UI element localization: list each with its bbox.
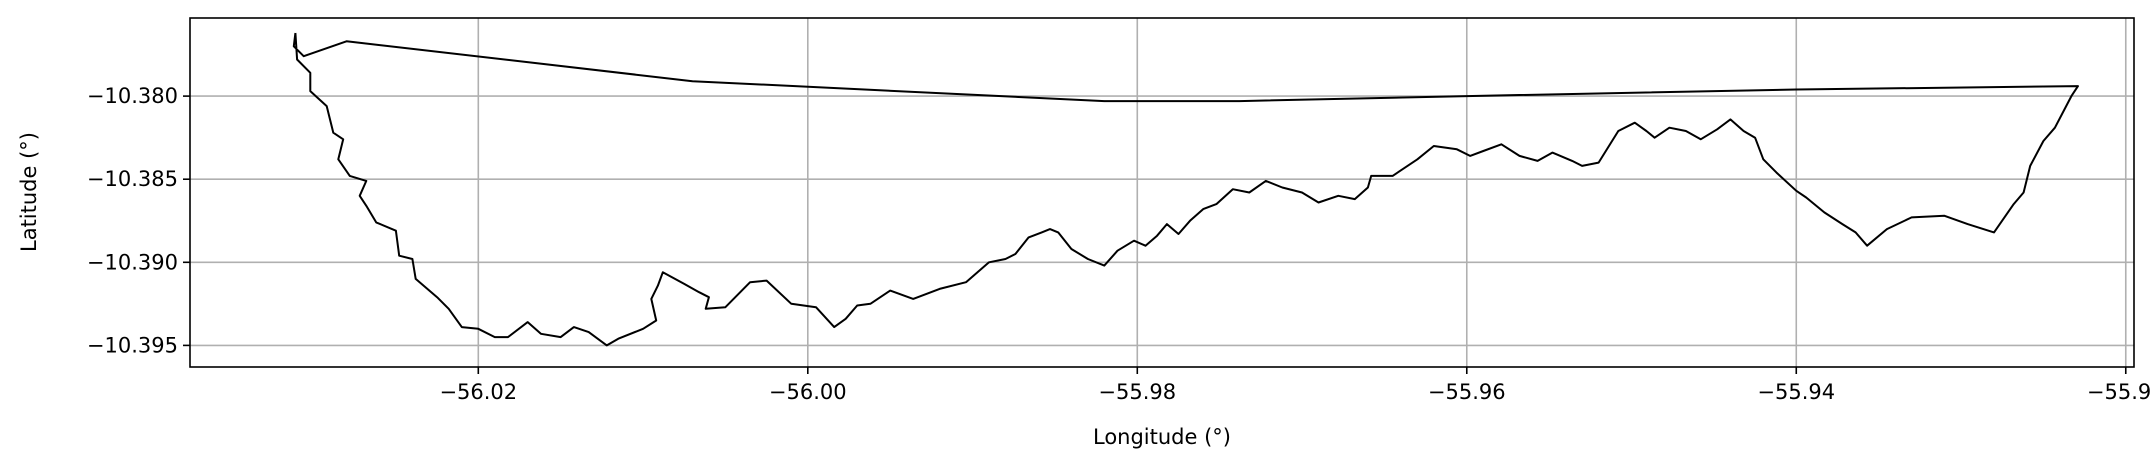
y-axis-label: Latitude (°)	[17, 132, 41, 252]
x-tick-label: −56.00	[769, 380, 847, 404]
x-axis-label: Longitude (°)	[1093, 425, 1231, 449]
y-tick-label: −10.390	[87, 250, 178, 274]
boundary-outline	[292, 32, 2079, 347]
boundary-line	[292, 32, 2079, 347]
x-tick-label: −55.98	[1098, 380, 1176, 404]
plot-frame	[189, 17, 2135, 368]
x-tick-label: −56.02	[439, 380, 517, 404]
grid	[190, 18, 2134, 367]
y-tick-label: −10.385	[87, 167, 178, 191]
y-tick-label: −10.395	[87, 333, 178, 357]
x-tick-label: −55.94	[1757, 380, 1835, 404]
y-tick-label: −10.380	[87, 84, 178, 108]
x-tick-label: −55.96	[1428, 380, 1506, 404]
x-axis-ticks: −56.02 −56.00 −55.98 −55.96 −55.94 −55.92	[439, 367, 2150, 404]
x-tick-label: −55.92	[2087, 380, 2150, 404]
y-axis-ticks: −10.380 −10.385 −10.390 −10.395	[87, 84, 190, 357]
